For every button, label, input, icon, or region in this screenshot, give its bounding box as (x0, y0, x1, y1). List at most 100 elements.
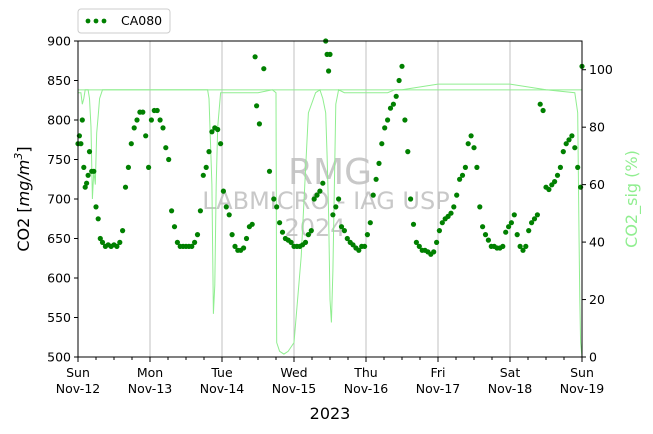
co2-sig-line (78, 83, 583, 358)
ca080-point (223, 204, 229, 210)
ca080-point (405, 149, 411, 155)
ca080-point (436, 228, 442, 234)
ca080-point (333, 204, 339, 210)
ca080-point (462, 164, 468, 170)
watermark-line-3: 2024 (284, 214, 345, 242)
y-right-tick-label: 40 (589, 235, 605, 250)
ca080-point (308, 228, 314, 234)
ca080-point (189, 243, 195, 249)
ca080-point (416, 243, 422, 249)
ca080-point (520, 247, 526, 253)
ca080-point (554, 172, 561, 178)
ca080-point (209, 129, 215, 135)
ca080-point (249, 221, 255, 227)
ca080-point (82, 184, 88, 190)
ca080-point (232, 243, 238, 249)
x-tick-label-date: Nov-15 (272, 381, 316, 396)
ca080-point (140, 109, 146, 115)
ca080-point (78, 141, 84, 147)
y-left-tick-label: 550 (47, 310, 71, 325)
y-left-title-sup: 3 (12, 153, 25, 160)
ca080-point (274, 204, 280, 210)
ca080-point (485, 237, 491, 243)
ca080-point (125, 164, 131, 170)
ca080-point (552, 179, 558, 185)
ca080-point (302, 239, 309, 245)
y-right-tick-label: 0 (589, 350, 597, 365)
y-axis-right-title: CO2_sig (%) (622, 150, 642, 248)
ca080-point (97, 235, 103, 242)
y-right-tick-label: 60 (589, 177, 605, 192)
ca080-point (465, 141, 471, 147)
x-tick-label-day: Thu (353, 365, 377, 380)
y-left-tick-label: 700 (47, 192, 71, 207)
ca080-point (254, 103, 260, 109)
ca080-point (557, 164, 564, 170)
x-tick-label-day: Tue (210, 365, 233, 380)
ca080-point (81, 164, 87, 170)
x-tick-label-date: Nov-16 (344, 381, 389, 396)
x-tick-label-date: Nov-14 (200, 381, 245, 396)
ca080-point (477, 204, 483, 210)
ca080-point (143, 133, 149, 139)
ca080-point (171, 224, 178, 230)
ca080-point (399, 63, 405, 69)
ca080-point (93, 204, 99, 210)
ca080-point (468, 133, 474, 139)
ca080-point (203, 164, 209, 170)
ca080-point (86, 149, 93, 155)
ca080-point (474, 164, 480, 170)
y-left-title-prefix: CO2 [ (14, 206, 33, 251)
ca080-point (261, 66, 267, 72)
co2-sig-series (78, 83, 583, 358)
x-axis-title: 2023 (310, 404, 351, 423)
y-left-tick-label: 500 (47, 350, 71, 365)
y-right-tick-label: 80 (589, 120, 605, 135)
ca080-point (279, 229, 286, 235)
ca080-point (266, 168, 273, 174)
y-right-tick-label: 100 (589, 62, 613, 77)
ca080-point (229, 232, 235, 238)
ca080-point (529, 220, 535, 226)
ca080-point (160, 125, 166, 131)
ca080-point (410, 221, 417, 227)
ca080-point (197, 208, 203, 214)
x-axis-ticks: SunNov-12MonNov-13TueNov-14WedNov-15ThuN… (56, 357, 605, 396)
x-tick-label-date: Nov-18 (488, 381, 533, 396)
y-axis-right-ticks: 0 20 40 60 80 100 (582, 62, 613, 365)
x-tick-label-date: Nov-19 (560, 381, 605, 396)
ca080-point (514, 232, 520, 238)
y-left-tick-label: 900 (47, 34, 71, 49)
ca080-point (572, 145, 578, 151)
ca080-point (344, 235, 350, 242)
ca080-point (166, 156, 172, 163)
ca080-point (396, 77, 402, 84)
y-left-tick-label: 650 (47, 231, 71, 246)
watermark-line-2: LABMICRO - IAG USP (202, 187, 449, 215)
ca080-point (546, 186, 552, 193)
ca080-point (387, 105, 394, 111)
ca080-point (526, 228, 532, 234)
ca080-point (482, 232, 489, 238)
ca080-point (480, 224, 486, 230)
ca080-point (131, 125, 137, 131)
ca080-point (367, 220, 373, 226)
ca080-point (382, 125, 388, 131)
ca080-point (330, 212, 336, 218)
y-axis-left-ticks: 500 550 600 650 700 750 800 850 900 (47, 34, 78, 365)
ca080-point (192, 239, 198, 245)
ca080-point (471, 145, 477, 151)
ca080-point (120, 228, 126, 234)
ca080-point (305, 232, 311, 238)
legend-marker (85, 18, 91, 24)
ca080-point (327, 51, 333, 58)
ca080-point (341, 228, 347, 234)
legend-marker (101, 18, 107, 24)
ca080-point (379, 141, 385, 147)
ca080-point (434, 239, 440, 245)
ca080-point (531, 216, 538, 222)
ca080-point (370, 192, 376, 198)
ca080-point (146, 164, 152, 170)
ca080-point (457, 176, 463, 182)
